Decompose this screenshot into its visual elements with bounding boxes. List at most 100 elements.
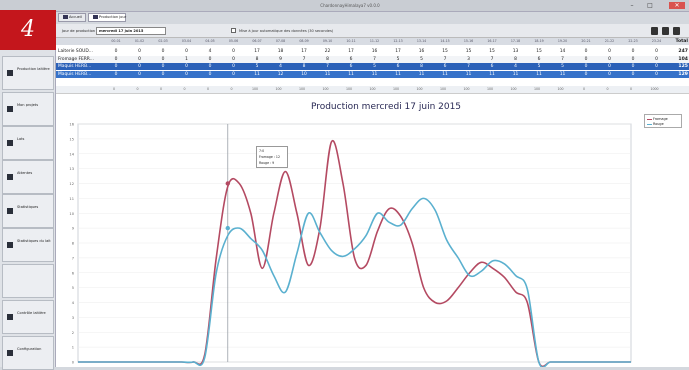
data-point-marker <box>225 181 230 186</box>
table-cell: 0 <box>208 64 212 69</box>
y-tick-label: 5 <box>72 286 74 290</box>
grid-header-cell: 17-18 <box>510 39 521 43</box>
table-cell: 6 <box>396 64 400 69</box>
auto-refresh-label: Mise à jour automatique des données (30 … <box>239 29 334 33</box>
table-cell: 18 <box>277 49 284 54</box>
axis-cell: 100 <box>557 87 564 91</box>
axis-cell: 100 <box>392 87 400 91</box>
y-tick-label: 16 <box>69 123 74 127</box>
close-icon[interactable]: ✕ <box>669 2 685 9</box>
y-tick-label: 6 <box>72 271 75 275</box>
auto-refresh-checkbox[interactable] <box>231 28 236 33</box>
production-grid: 00-01 01-02 02-03 03-04 04-05 05-06 06-07 07-08… <box>56 38 689 90</box>
table-cell: 11 <box>371 71 378 77</box>
grid-header-cell: 22-23 <box>628 39 638 43</box>
sidebar-item-production[interactable]: Production laitière <box>2 56 54 90</box>
export-icon[interactable] <box>662 27 669 35</box>
table-cell: 0 <box>584 56 588 62</box>
maximize-icon[interactable]: □ <box>647 2 653 9</box>
axis-cell: 0 <box>112 87 116 91</box>
table-cell: 14 <box>559 49 566 54</box>
table-cell: 5 <box>396 56 400 62</box>
table-cell: 8 <box>514 56 517 62</box>
sidebar-item-label: Configuration <box>17 347 42 351</box>
table-cell: 0 <box>138 49 141 54</box>
series-line-rouge <box>78 197 631 367</box>
sidebar-item-wait[interactable]: Attentes <box>2 160 54 194</box>
sidebar-item-control[interactable]: Contrôle laitière <box>2 300 54 334</box>
table-cell: 7 <box>467 64 470 69</box>
grid-header-cell: 08-09 <box>299 39 309 43</box>
sidebar-item-empty[interactable] <box>2 264 54 298</box>
y-tick-label: 11 <box>69 197 74 201</box>
axis-cell: 100 <box>369 87 376 91</box>
sidebar-item-label: Lots <box>17 137 25 141</box>
sidebar-item-lots[interactable]: Lots <box>2 126 54 160</box>
grid-header-cell: 13-14 <box>416 39 427 43</box>
sidebar-item-label: Statistiques <box>17 205 39 209</box>
y-tick-label: 3 <box>72 316 74 320</box>
table-row[interactable]: Maquis HERB... 0 0 0 0 0 0 11 12 10 11 11 11 11 11 11 11… <box>56 70 689 78</box>
chart-tooltip: 7:0 Fromage : 12 Rouge : 9 <box>256 146 288 168</box>
table-cell: 0 <box>161 56 165 62</box>
table-cell: 6 <box>443 64 447 69</box>
table-cell: 8 <box>326 56 329 62</box>
sidebar-item-settings[interactable]: Configuration <box>2 336 54 370</box>
table-cell: 15 <box>442 49 448 54</box>
tab-production-jour[interactable]: Production jour <box>88 13 126 22</box>
table-cell: 9 <box>279 56 282 62</box>
table-cell: 15 <box>536 49 542 54</box>
y-tick-label: 7 <box>72 256 74 260</box>
window-title: ChardonnayHimalaya7 v0.0.0 <box>320 3 380 8</box>
grid-header-cell: 14-15 <box>440 39 450 43</box>
table-cell: 11 <box>348 71 354 77</box>
table-cell: 0 <box>208 56 212 62</box>
table-cell: 8 <box>420 64 423 69</box>
axis-cell: 100 <box>533 87 541 91</box>
table-cell: 13 <box>512 49 519 54</box>
table-cell: 0 <box>631 71 635 77</box>
sidebar-item-project[interactable]: Mon projets <box>2 92 54 126</box>
table-row[interactable]: Maquis HERB... 0 0 0 0 0 0 5 4 8 7 6 5 6 8 6 7 6 4 5 5 0 0 0 0 12… <box>56 63 689 70</box>
minimize-icon[interactable]: – <box>630 2 634 9</box>
table-cell: 0 <box>608 49 611 54</box>
table-cell: 11 <box>559 71 566 77</box>
table-cell: 7 <box>561 56 564 62</box>
table-cell: 8 <box>302 64 306 69</box>
table-cell: 0 <box>114 64 118 69</box>
grid-header-cell: 15-16 <box>463 39 474 43</box>
grid-header-cell: 19-20 <box>557 39 568 43</box>
table-cell: 5 <box>561 64 564 69</box>
table-row[interactable]: Laiterie SOUD... 0 0 0 0 4 0 17 18 17 22 17 16 17 16 15… <box>56 48 689 55</box>
row-total: 247 <box>678 49 688 54</box>
axis-cell: 100 <box>298 87 306 91</box>
sidebar-item-stats[interactable]: Statistiques <box>2 194 54 228</box>
grid-header-total: Total <box>675 39 688 44</box>
axis-cell: 0 <box>136 87 139 91</box>
grid-header-cell: 23-24 <box>651 39 662 43</box>
chart-legend: Fromage Rouge <box>644 114 682 128</box>
print-icon[interactable] <box>651 27 658 35</box>
table-cell: 16 <box>418 49 425 54</box>
grid-header-cell: 16-17 <box>487 39 497 43</box>
table-cell: 4 <box>208 49 212 54</box>
table-cell: 0 <box>655 64 658 69</box>
table-cell: 0 <box>161 64 165 69</box>
table-cell: 5 <box>373 64 376 69</box>
table-cell: 11 <box>512 71 519 77</box>
table-cell: 5 <box>537 64 541 69</box>
axis-cell: 0 <box>582 87 586 91</box>
sidebar-item-label: Attentes <box>17 171 33 175</box>
settings-icon[interactable] <box>673 27 680 35</box>
y-tick-label: 12 <box>69 182 74 186</box>
date-picker[interactable]: mercredi 17 juin 2015 <box>96 27 166 35</box>
sidebar-item-graph[interactable]: Statistiques du lait <box>2 228 54 262</box>
tab-accueil[interactable]: Accueil <box>58 13 86 22</box>
table-cell: 12 <box>277 71 284 77</box>
table-cell: 17 <box>395 49 401 54</box>
table-cell: 0 <box>138 64 141 69</box>
table-row[interactable]: Fromage FERR... 0 0 0 1 0 0 8 9 7 8 6 7 5 5 7 3 7 8 6 7 0 0 0 0 1… <box>56 55 689 63</box>
chart-container: 0 1 2 3 4 5 6 7 8 9 10 11 12 13 14 15 16 Production merc… <box>56 94 689 367</box>
table-cell: 0 <box>608 71 611 77</box>
table-cell: 22 <box>324 49 331 54</box>
